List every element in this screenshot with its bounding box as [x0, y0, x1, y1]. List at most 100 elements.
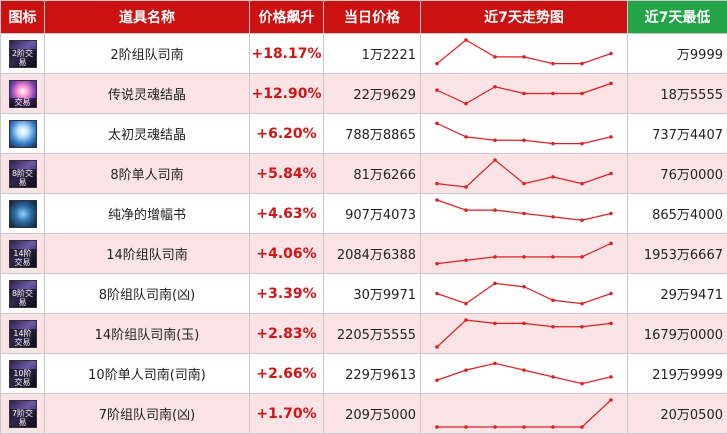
trend-point — [435, 181, 439, 186]
seven-day-low: 219万9999 — [627, 353, 727, 394]
trend-point — [464, 185, 468, 189]
item-name: 14阶组队司南(玉) — [44, 313, 250, 354]
item-icon-cell — [0, 193, 45, 234]
price-rise: +2.66% — [249, 353, 324, 394]
trend-point — [522, 425, 526, 429]
trend-cell — [420, 153, 628, 194]
item-name: 纯净的增幅书 — [44, 193, 250, 234]
trend-point — [464, 135, 468, 139]
table-row[interactable]: 14阶交易 14阶组队司南 +4.06% 2084万6388 1953万6667 — [0, 233, 727, 274]
trend-cell — [420, 233, 628, 274]
trend-point — [435, 121, 439, 126]
book-icon[interactable]: 7阶交易 — [8, 399, 37, 428]
trend-sparkline — [435, 361, 613, 386]
item-tag: 交易 — [9, 97, 36, 107]
trend-point — [551, 215, 555, 219]
trend-cell — [420, 73, 628, 114]
seven-day-low: 18万5555 — [627, 73, 727, 114]
trend-sparkline — [435, 241, 613, 266]
seven-day-low: 20万0500 — [627, 393, 727, 434]
trend-point — [522, 321, 526, 326]
item-tag: 2阶交易 — [9, 48, 36, 67]
price-rise: +3.39% — [249, 273, 324, 314]
item-name: 2阶组队司南 — [44, 33, 250, 74]
trend-point — [609, 51, 613, 56]
price-rise: +4.63% — [249, 193, 324, 234]
trend-point — [435, 345, 439, 349]
trend-line — [437, 399, 612, 428]
trend-cell — [420, 313, 628, 354]
item-name: 7阶组队司南(凶) — [44, 393, 250, 434]
book-icon[interactable]: 8阶交易 — [8, 159, 37, 188]
trend-point — [609, 211, 613, 216]
trend-point — [609, 321, 613, 326]
table-row[interactable]: 8阶交易 8阶单人司南 +5.84% 81万6266 76万0000 — [0, 153, 727, 194]
trend-point — [493, 55, 497, 59]
item-tag: 7阶交易 — [9, 408, 36, 427]
table-row[interactable]: 纯净的增幅书 +4.63% 907万4073 865万4000 — [0, 193, 727, 234]
seven-day-low: 76万0000 — [627, 153, 727, 194]
item-icon-cell: 2阶交易 — [0, 33, 45, 74]
table-row[interactable]: 7阶交易 7阶组队司南(凶) +1.70% 209万5000 20万0500 — [0, 393, 727, 434]
today-price: 788万8865 — [323, 113, 421, 154]
table-row[interactable]: 10阶交易 10阶单人司南(司南) +2.66% 229万9613 219万9999 — [0, 353, 727, 394]
trend-point — [551, 425, 555, 429]
trend-point — [551, 324, 555, 329]
trend-point — [464, 425, 468, 429]
item-tag: 10阶交易 — [9, 368, 36, 387]
table-row[interactable]: 太初灵魂结晶 +6.20% 788万8865 737万4407 — [0, 113, 727, 154]
book-icon[interactable]: 14阶交易 — [8, 319, 37, 348]
table-row[interactable]: 2阶交易 2阶组队司南 +18.17% 1万2221 万9999 — [0, 33, 727, 74]
trend-point — [609, 398, 613, 402]
crystal-icon[interactable] — [8, 119, 37, 148]
orb-icon[interactable] — [8, 199, 37, 228]
trend-point — [493, 255, 497, 259]
trend-cell — [420, 193, 628, 234]
seven-day-low: 865万4000 — [627, 193, 727, 234]
trend-point — [435, 61, 439, 66]
book-icon[interactable]: 2阶交易 — [8, 39, 37, 68]
trend-point — [551, 91, 555, 96]
trend-point — [435, 425, 439, 429]
today-price: 229万9613 — [323, 353, 421, 394]
table-row[interactable]: 交易 传说灵魂结晶 +12.90% 22万9629 18万5555 — [0, 73, 727, 114]
item-icon-cell: 10阶交易 — [0, 353, 45, 394]
trend-point — [493, 138, 497, 143]
crystal-icon[interactable]: 交易 — [8, 79, 37, 108]
trend-point — [609, 171, 613, 176]
item-name: 10阶单人司南(司南) — [44, 353, 250, 394]
trend-point — [493, 158, 497, 162]
trend-point — [435, 378, 439, 383]
item-name: 8阶单人司南 — [44, 153, 250, 194]
trend-cell — [420, 273, 628, 314]
book-icon[interactable]: 10阶交易 — [8, 359, 37, 388]
item-tag: 14阶交易 — [9, 248, 36, 267]
trend-point — [580, 425, 584, 429]
trend-point — [493, 208, 497, 212]
today-price: 22万9629 — [323, 73, 421, 114]
trend-point — [580, 324, 584, 329]
table-body: 2阶交易 2阶组队司南 +18.17% 1万2221 万9999 交易 传说灵魂结晶 +12.… — [0, 33, 727, 434]
trend-point — [551, 375, 555, 379]
trend-point — [580, 218, 584, 223]
trend-line — [436, 242, 612, 265]
item-name: 太初灵魂结晶 — [44, 113, 250, 154]
header-name: 道具名称 — [44, 0, 250, 34]
table-row[interactable]: 8阶交易 8阶组队司南(凶) +3.39% 30万9971 29万9471 — [0, 273, 727, 314]
trend-point — [435, 261, 439, 266]
trend-cell — [420, 113, 628, 154]
trend-point — [522, 255, 526, 259]
book-icon[interactable]: 8阶交易 — [8, 279, 37, 308]
book-icon[interactable]: 14阶交易 — [8, 239, 37, 268]
trend-sparkline — [435, 158, 613, 189]
trend-line — [436, 199, 612, 221]
trend-point — [609, 135, 613, 139]
item-icon-cell: 8阶交易 — [0, 273, 45, 314]
trend-point — [435, 198, 439, 202]
trend-sparkline — [435, 81, 613, 106]
trend-sparkline — [435, 318, 613, 349]
table-row[interactable]: 14阶交易 14阶组队司南(玉) +2.83% 2205万5555 1679万0000 — [0, 313, 727, 354]
seven-day-low: 737万4407 — [627, 113, 727, 154]
trend-line — [436, 39, 612, 65]
trend-point — [551, 298, 555, 303]
